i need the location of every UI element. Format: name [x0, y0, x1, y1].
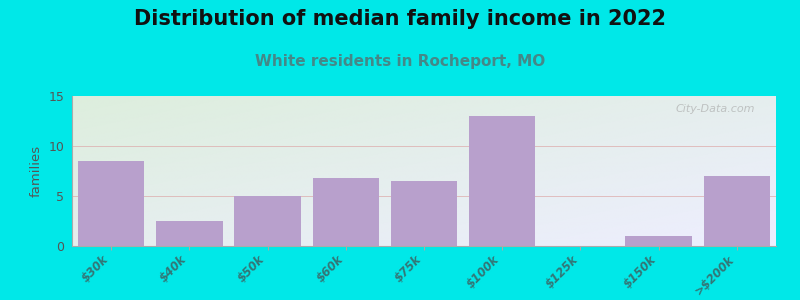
Bar	[234, 196, 301, 246]
Bar	[78, 161, 144, 246]
Bar	[704, 176, 770, 246]
Text: White residents in Rocheport, MO: White residents in Rocheport, MO	[255, 54, 545, 69]
Bar	[469, 116, 535, 246]
Bar	[313, 178, 379, 246]
Text: City-Data.com: City-Data.com	[675, 103, 755, 113]
Bar	[390, 181, 458, 246]
Bar	[626, 236, 692, 246]
Y-axis label: families: families	[30, 145, 43, 197]
Text: Distribution of median family income in 2022: Distribution of median family income in …	[134, 9, 666, 29]
Bar	[156, 221, 222, 246]
